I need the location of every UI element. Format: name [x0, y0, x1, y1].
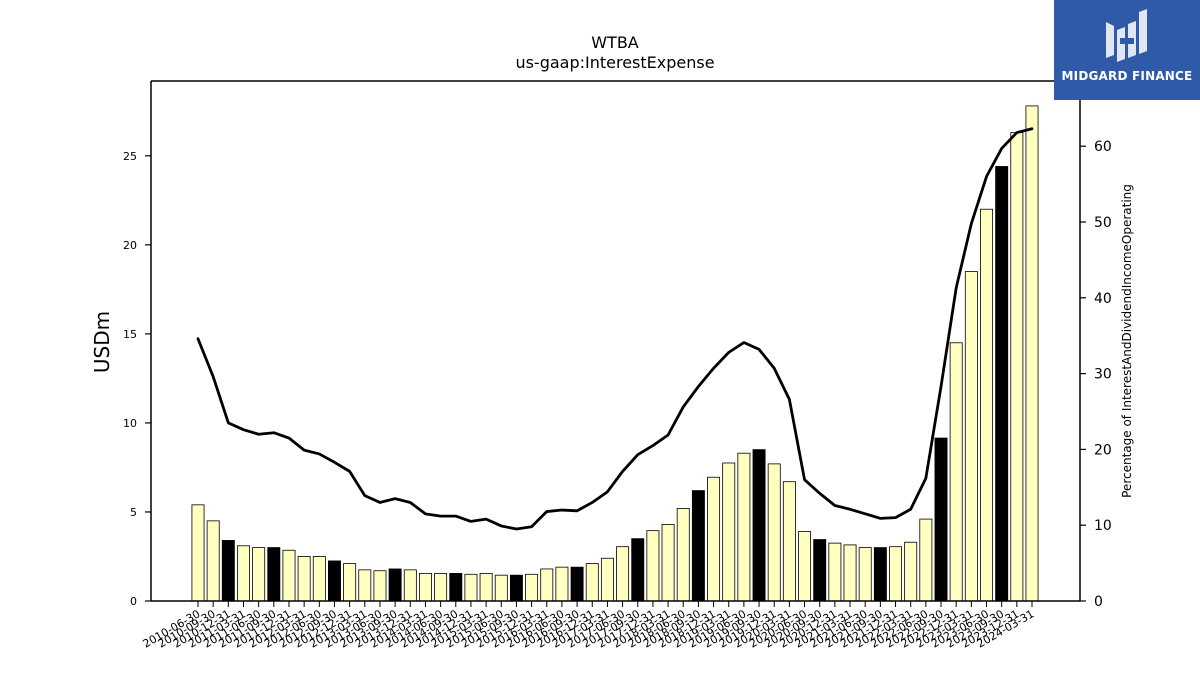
y-tick-label: 15: [123, 328, 137, 341]
bar-2020-09-30: [813, 539, 827, 602]
bar-2012-03-31: [297, 556, 311, 602]
bar-2011-06-30: [252, 547, 266, 602]
bar-2021-12-31: [889, 546, 902, 602]
bar-2015-03-31: [479, 573, 493, 602]
y2-tick-label: 50: [1094, 215, 1112, 231]
bar-2013-06-30: [373, 570, 387, 602]
y-tick-label: 0: [130, 595, 137, 608]
bar-2014-06-30: [434, 573, 448, 602]
bar-2015-12-31: [525, 573, 539, 602]
bars-layer: [191, 105, 1039, 602]
bar-2022-03-31: [904, 541, 918, 602]
y-tick-label: 10: [123, 417, 137, 430]
line-layer: [196, 127, 1034, 531]
bar-2018-03-31: [661, 524, 675, 602]
y2-tick-label: 20: [1094, 442, 1112, 458]
bar-2010-09-30: [206, 520, 220, 602]
bar-2012-09-30: [328, 560, 341, 602]
bar-2020-06-30: [798, 531, 812, 602]
bar-2014-03-31: [418, 573, 432, 602]
brand-logo: MIDGARD FINANCE: [1054, 0, 1200, 100]
bar-2015-06-30: [494, 574, 508, 602]
bar-2013-09-30: [388, 568, 402, 602]
bar-2017-09-30: [631, 538, 645, 602]
bar-2017-03-31: [600, 557, 614, 602]
bar-2022-09-30: [934, 437, 948, 602]
y2-tick-label: 0: [1094, 594, 1103, 610]
bar-2014-12-31: [464, 573, 478, 602]
bar-2017-06-30: [616, 546, 630, 602]
bar-2023-09-30: [995, 166, 1009, 602]
bar-2013-12-31: [403, 569, 417, 602]
bar-2019-06-30: [737, 452, 751, 602]
chart-title: WTBA: [591, 33, 639, 52]
bar-2010-06-30: [191, 504, 205, 602]
bar-2018-09-30: [691, 490, 705, 602]
bar-2019-03-31: [722, 462, 736, 602]
bar-2023-12-31: [1010, 132, 1024, 602]
bar-2016-12-31: [585, 563, 599, 602]
brand-logo-icon: [1106, 9, 1147, 62]
y-tick-label: 20: [123, 239, 137, 252]
bar-2016-03-31: [540, 568, 554, 602]
bar-2017-12-31: [646, 530, 660, 602]
axes-layer: 051015202501020304050602010-06-302010-09…: [123, 80, 1112, 651]
bar-2018-12-31: [707, 476, 721, 602]
bar-2021-06-30: [858, 547, 872, 602]
bar-2012-12-31: [343, 563, 357, 602]
bar-2014-09-30: [449, 573, 463, 602]
bar-2022-06-30: [919, 518, 933, 602]
y-tick-label: 25: [123, 150, 137, 163]
y-axis-label: USDm: [90, 311, 114, 373]
y-tick-label: 5: [130, 506, 137, 519]
bar-2015-09-30: [509, 574, 523, 602]
bar-2016-09-30: [570, 566, 584, 602]
brand-logo-text: MIDGARD FINANCE: [1061, 69, 1193, 83]
bar-2012-06-30: [312, 556, 326, 602]
y2-tick-label: 60: [1094, 139, 1112, 155]
bar-2011-03-31: [237, 545, 250, 602]
bar-2018-06-30: [676, 507, 690, 602]
bar-2013-03-31: [358, 569, 372, 602]
y2-axis-label: Percentage of InterestAndDividendIncomeO…: [1120, 184, 1134, 498]
bar-2019-09-30: [752, 449, 766, 602]
y2-tick-label: 40: [1094, 291, 1112, 307]
bar-2021-03-31: [843, 544, 857, 602]
bar-2024-03-31: [1025, 105, 1039, 602]
bar-2019-12-31: [767, 463, 781, 602]
bar-2020-03-31: [782, 481, 796, 602]
chart-subtitle: us-gaap:InterestExpense: [515, 53, 714, 72]
bar-2011-12-31: [282, 549, 296, 602]
bar-2016-06-30: [555, 566, 569, 602]
bar-2010-12-31: [221, 540, 235, 602]
bar-2022-12-31: [949, 342, 963, 602]
bar-2021-09-30: [873, 547, 887, 602]
bar-2011-09-30: [267, 547, 281, 602]
bar-2023-06-30: [980, 208, 993, 602]
bar-2023-03-31: [964, 271, 978, 602]
y2-tick-label: 30: [1094, 367, 1112, 383]
y2-tick-label: 10: [1094, 518, 1112, 534]
percentage-line: [196, 127, 1034, 531]
bar-2020-12-31: [828, 542, 842, 602]
